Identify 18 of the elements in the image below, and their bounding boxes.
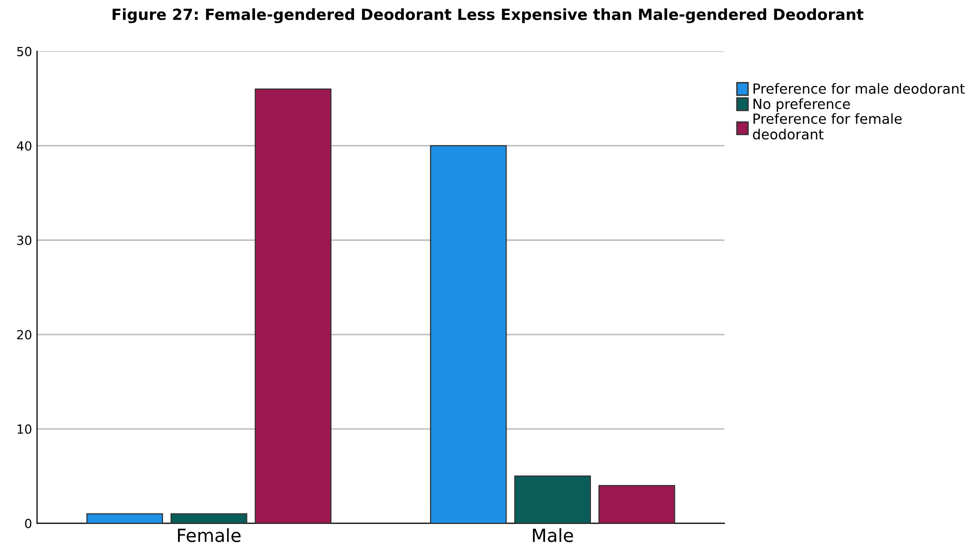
y-tick-label: 10	[18, 424, 32, 434]
x-tick-label: Male	[532, 528, 574, 542]
y-tick-label: 20	[17, 330, 32, 340]
legend-label: No preference	[754, 98, 850, 112]
y-tick-label: 30	[17, 236, 32, 246]
y-tick-label: 40	[16, 141, 32, 151]
chart-title: Figure 27: Female-gendered Deodorant Less Expensive than Male-gendered Deodorant	[112, 8, 864, 24]
bar	[514, 476, 591, 524]
bar	[170, 513, 248, 524]
y-tick-label: 0	[25, 518, 32, 528]
y-tick-label: 50	[17, 46, 32, 56]
x-tick-label: Female	[178, 528, 241, 542]
legend-label: Preference for male deodorant	[754, 83, 965, 94]
bar	[430, 145, 507, 524]
bar	[254, 88, 332, 524]
bar	[598, 484, 676, 524]
legend-label: Preference for female deodorant	[752, 113, 902, 140]
bar	[86, 513, 164, 524]
